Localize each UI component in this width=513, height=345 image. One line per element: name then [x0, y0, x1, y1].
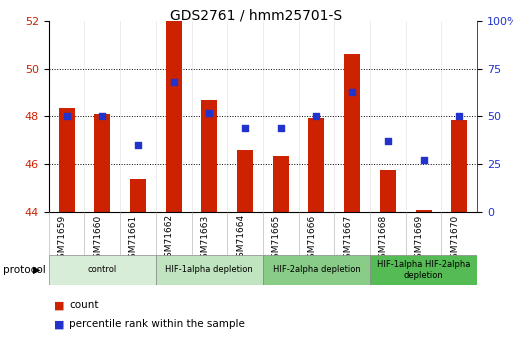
- Point: [348, 89, 356, 94]
- Bar: [130, 179, 146, 212]
- Text: protocol: protocol: [3, 265, 45, 275]
- Text: ▶: ▶: [33, 265, 41, 275]
- Text: GSM71664: GSM71664: [236, 214, 245, 264]
- Text: GSM71663: GSM71663: [201, 214, 209, 264]
- Point: [134, 142, 142, 148]
- Bar: [370, 255, 477, 285]
- Text: GSM71666: GSM71666: [307, 214, 317, 264]
- Point: [420, 158, 428, 163]
- Point: [277, 125, 285, 131]
- Bar: [94, 114, 110, 212]
- Point: [170, 79, 178, 85]
- Text: percentile rank within the sample: percentile rank within the sample: [69, 319, 245, 329]
- Text: GSM71665: GSM71665: [272, 214, 281, 264]
- Bar: [156, 255, 263, 285]
- Point: [63, 114, 71, 119]
- Text: GSM71659: GSM71659: [57, 214, 67, 264]
- Text: ■: ■: [54, 300, 64, 310]
- Bar: [166, 18, 182, 212]
- Text: ■: ■: [54, 319, 64, 329]
- Bar: [416, 210, 431, 212]
- Point: [98, 114, 106, 119]
- Bar: [308, 118, 325, 212]
- Bar: [344, 54, 360, 212]
- Point: [241, 125, 249, 131]
- Bar: [237, 150, 253, 212]
- Text: count: count: [69, 300, 99, 310]
- Text: GSM71667: GSM71667: [343, 214, 352, 264]
- Text: GSM71670: GSM71670: [450, 214, 459, 264]
- Bar: [451, 120, 467, 212]
- Text: GDS2761 / hmm25701-S: GDS2761 / hmm25701-S: [170, 9, 343, 23]
- Text: HIF-1alpha depletion: HIF-1alpha depletion: [166, 265, 253, 275]
- Point: [312, 114, 321, 119]
- Point: [205, 110, 213, 115]
- Bar: [58, 108, 74, 212]
- Text: GSM71660: GSM71660: [93, 214, 102, 264]
- Text: GSM71669: GSM71669: [415, 214, 424, 264]
- Point: [384, 139, 392, 144]
- Point: [455, 114, 463, 119]
- Text: GSM71668: GSM71668: [379, 214, 388, 264]
- Bar: [263, 255, 370, 285]
- Bar: [380, 170, 396, 212]
- Text: control: control: [88, 265, 117, 275]
- Bar: [201, 100, 218, 212]
- Text: HIF-2alpha depletion: HIF-2alpha depletion: [272, 265, 360, 275]
- Text: GSM71662: GSM71662: [165, 214, 174, 264]
- Text: HIF-1alpha HIF-2alpha
depletion: HIF-1alpha HIF-2alpha depletion: [377, 260, 470, 280]
- Text: GSM71661: GSM71661: [129, 214, 138, 264]
- Bar: [49, 255, 156, 285]
- Bar: [273, 156, 289, 212]
